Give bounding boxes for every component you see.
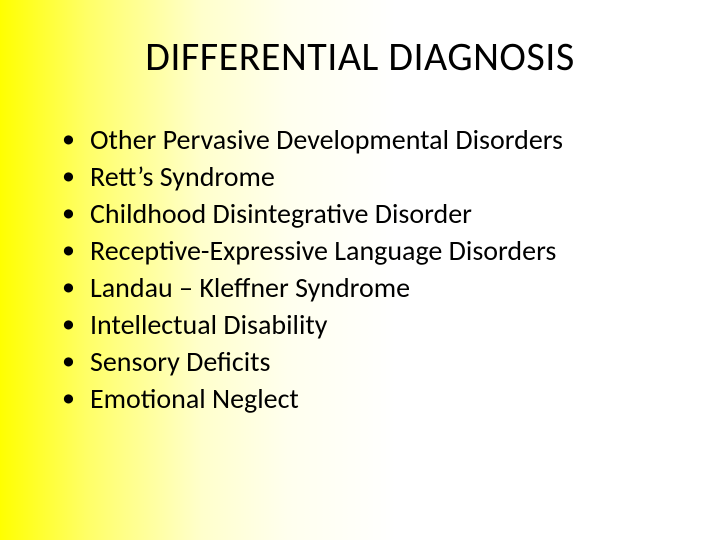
list-item: Landau – Kleffner Syndrome [56, 270, 680, 305]
list-item: Sensory Deficits [56, 344, 680, 379]
list-item: Emotional Neglect [56, 381, 680, 416]
slide-title: DIFFERENTIAL DIAGNOSIS [0, 32, 720, 81]
slide: DIFFERENTIAL DIAGNOSIS Other Pervasive D… [0, 0, 720, 540]
list-item: Receptive-Expressive Language Disorders [56, 233, 680, 268]
list-item: Rett’s Syndrome [56, 159, 680, 194]
list-item: Intellectual Disability [56, 307, 680, 342]
list-item: Other Pervasive Developmental Disorders [56, 122, 680, 157]
bullet-list: Other Pervasive Developmental Disorders … [56, 122, 680, 416]
list-item: Childhood Disintegrative Disorder [56, 196, 680, 231]
slide-body: Other Pervasive Developmental Disorders … [56, 122, 680, 418]
